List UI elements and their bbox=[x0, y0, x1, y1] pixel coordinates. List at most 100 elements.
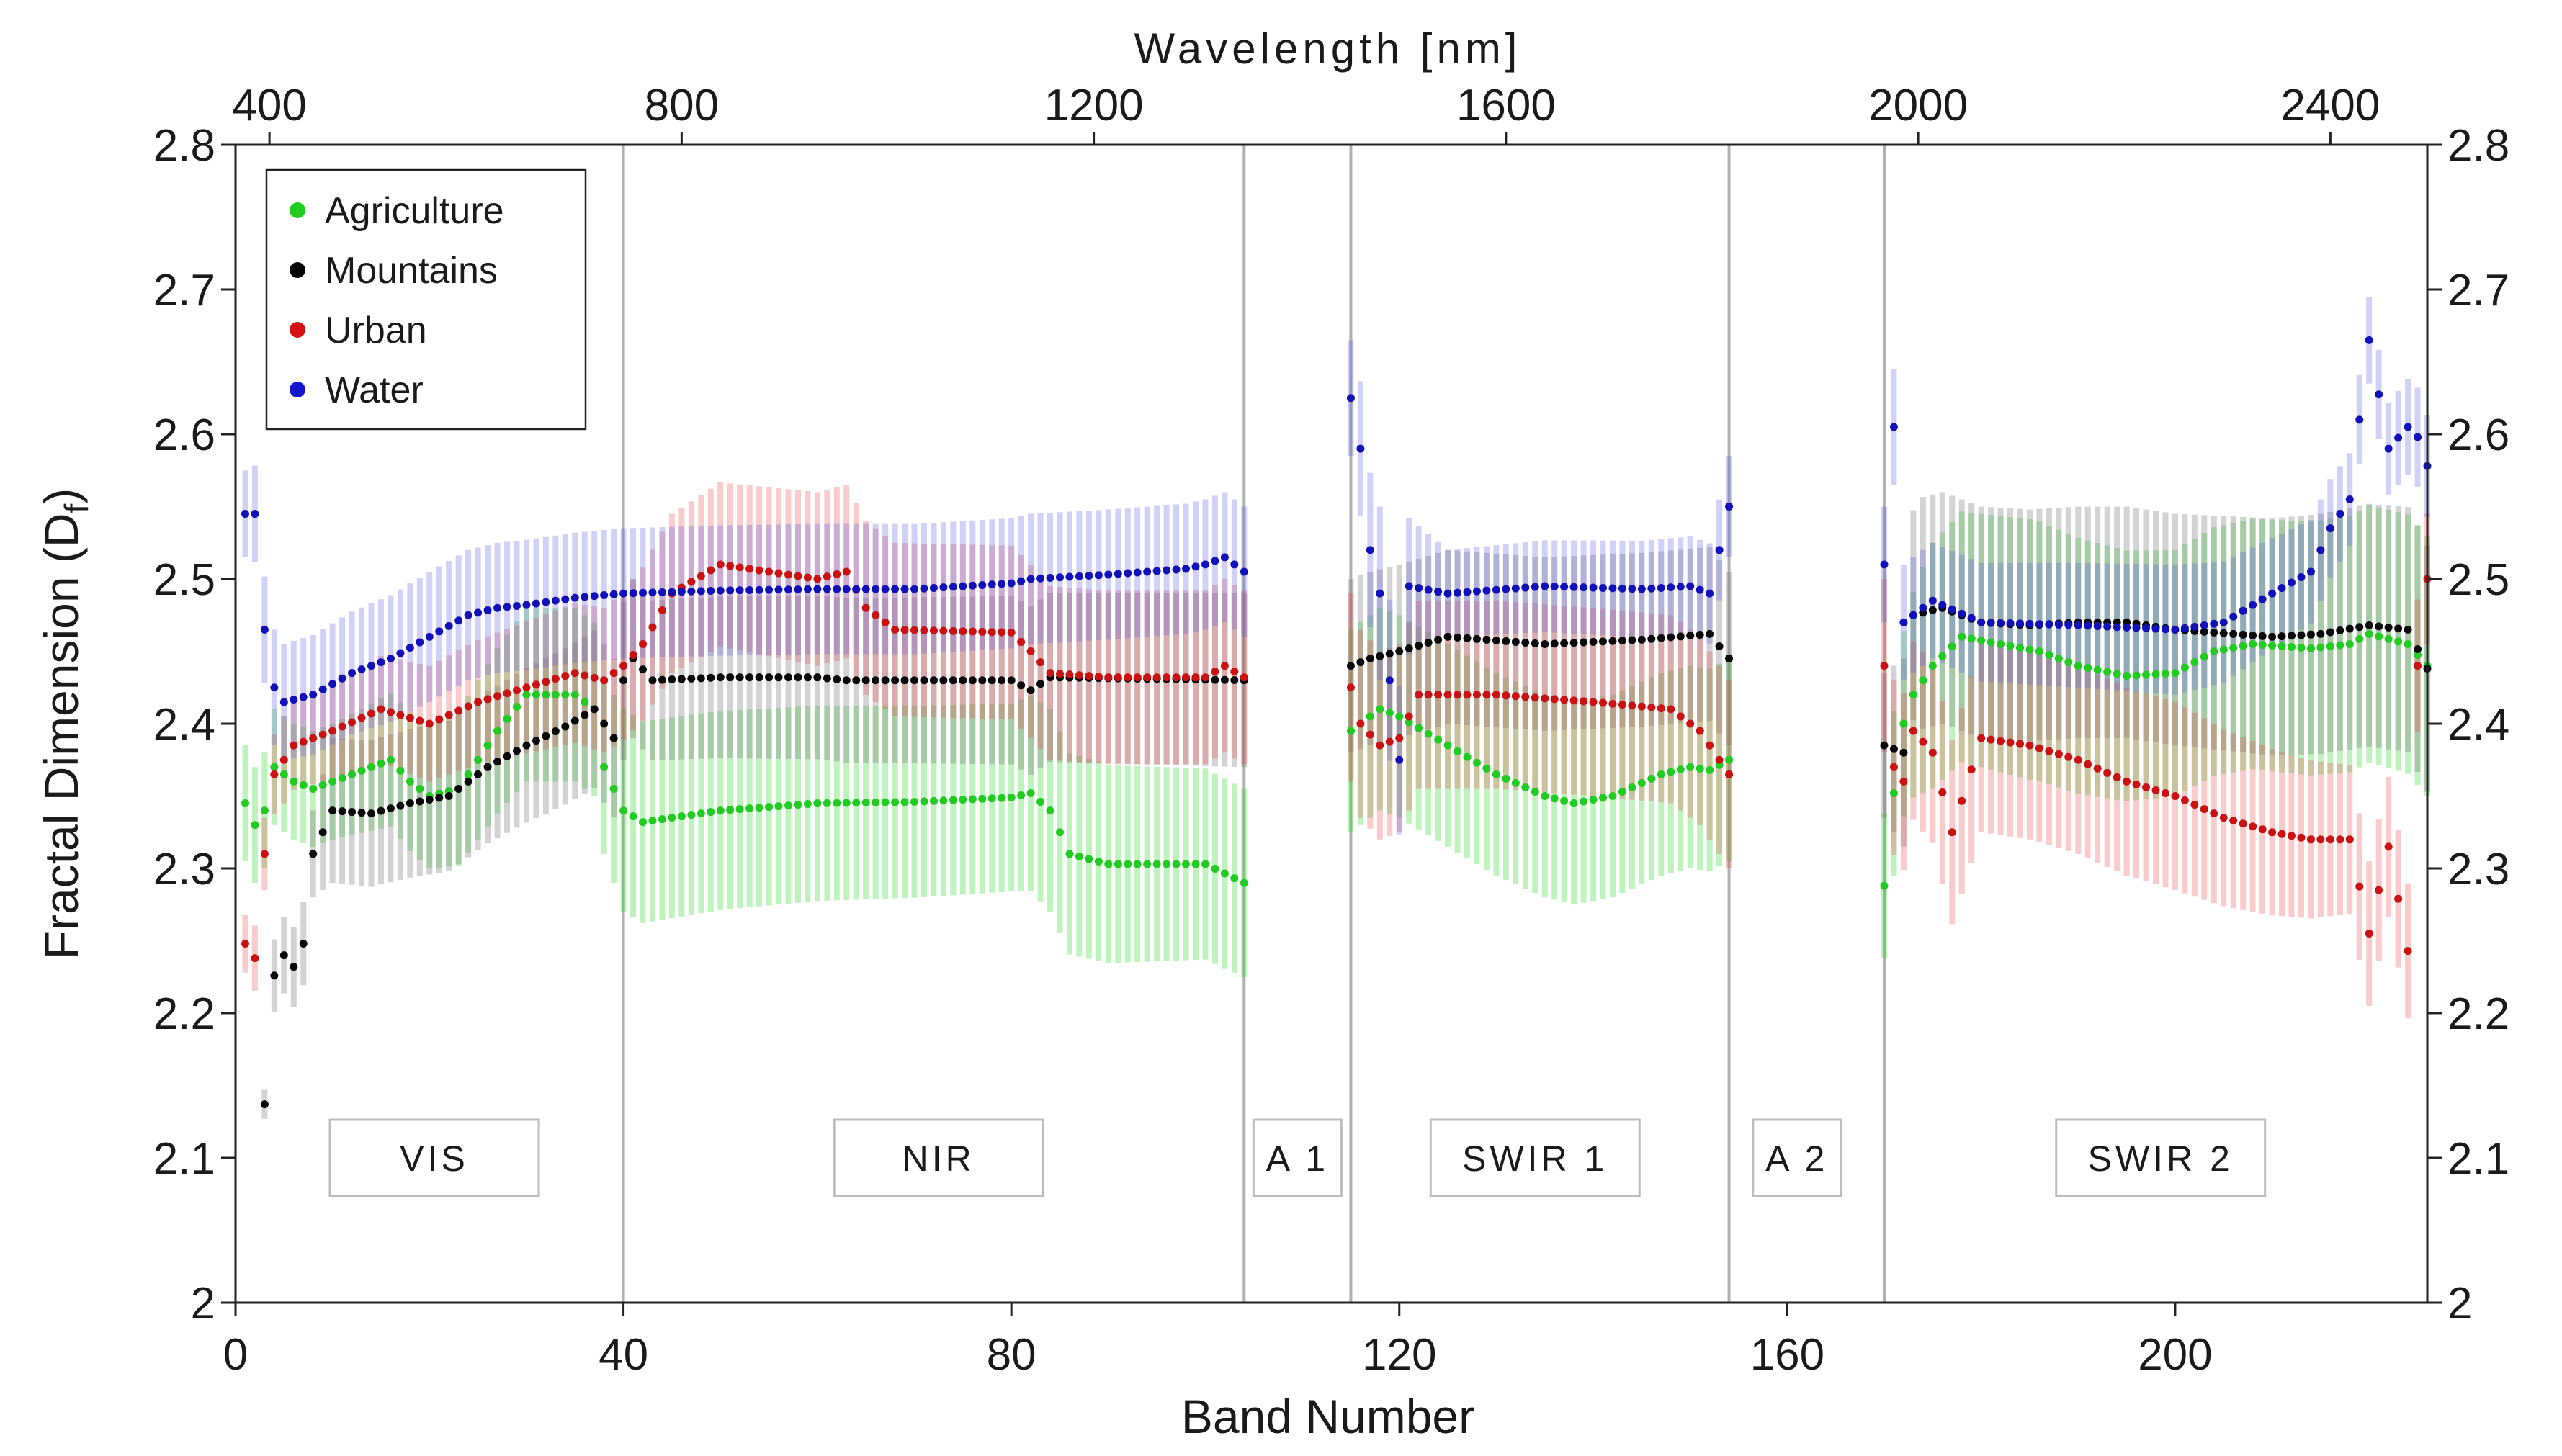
data-point bbox=[2025, 645, 2034, 654]
data-point bbox=[619, 676, 628, 685]
data-point bbox=[2093, 665, 2102, 674]
data-point bbox=[1415, 691, 1423, 699]
data-point bbox=[716, 673, 725, 682]
data-point bbox=[1521, 638, 1530, 647]
data-point bbox=[348, 770, 357, 778]
data-point bbox=[1541, 582, 1549, 590]
data-point bbox=[929, 583, 938, 592]
data-point bbox=[2365, 621, 2373, 629]
data-point bbox=[2229, 612, 2238, 621]
legend-label-agriculture: Agriculture bbox=[325, 190, 504, 232]
region-label-text: SWIR 1 bbox=[1462, 1138, 1608, 1179]
data-point bbox=[910, 585, 919, 593]
data-point bbox=[357, 665, 366, 674]
data-point bbox=[1424, 638, 1433, 647]
data-point bbox=[464, 770, 472, 778]
data-point bbox=[1880, 662, 1889, 670]
data-point bbox=[1676, 765, 1685, 774]
data-point bbox=[2132, 780, 2141, 788]
data-point bbox=[1502, 774, 1510, 783]
data-point bbox=[2355, 634, 2364, 643]
data-point bbox=[1647, 634, 1656, 643]
data-point bbox=[755, 804, 763, 812]
data-point bbox=[2306, 835, 2315, 844]
data-point bbox=[1415, 724, 1423, 732]
data-point bbox=[2229, 629, 2238, 638]
data-point bbox=[1637, 635, 1646, 644]
data-point bbox=[338, 722, 346, 731]
data-point bbox=[1618, 637, 1626, 645]
data-point bbox=[1589, 698, 1598, 706]
data-point bbox=[803, 573, 812, 582]
data-point bbox=[1502, 585, 1510, 593]
data-point bbox=[910, 676, 919, 685]
data-point bbox=[1094, 857, 1103, 866]
data-point bbox=[1938, 652, 1947, 660]
data-point bbox=[1065, 850, 1074, 858]
data-point bbox=[299, 781, 308, 789]
data-point bbox=[1482, 691, 1491, 699]
data-point bbox=[774, 569, 783, 578]
data-point bbox=[581, 711, 589, 719]
data-point bbox=[2093, 622, 2102, 631]
region-box-frame bbox=[1429, 1118, 1641, 1197]
data-point bbox=[2161, 625, 2169, 634]
data-point bbox=[765, 673, 774, 682]
data-point bbox=[561, 722, 570, 731]
data-point bbox=[1569, 583, 1578, 591]
data-point bbox=[2287, 642, 2296, 651]
data-point bbox=[2006, 738, 2015, 747]
data-point bbox=[1007, 676, 1016, 685]
legend-marker-agriculture bbox=[290, 202, 305, 218]
data-point bbox=[2384, 444, 2393, 453]
data-point bbox=[454, 616, 463, 625]
data-point bbox=[2035, 744, 2043, 752]
data-point bbox=[842, 585, 851, 593]
data-point bbox=[619, 806, 628, 815]
data-point bbox=[260, 850, 269, 858]
data-point bbox=[2171, 792, 2180, 800]
data-point bbox=[2336, 835, 2344, 844]
legend: Agriculture Mountains Urban Water bbox=[265, 168, 587, 431]
data-point bbox=[2394, 637, 2403, 646]
data-point bbox=[987, 628, 996, 637]
data-point bbox=[2015, 643, 2024, 652]
data-point bbox=[2074, 755, 2082, 764]
data-point bbox=[1511, 584, 1520, 593]
data-point bbox=[2384, 634, 2393, 643]
data-point bbox=[2375, 390, 2383, 399]
legend-marker-urban bbox=[290, 322, 305, 338]
data-point bbox=[1521, 583, 1530, 592]
data-point bbox=[2345, 624, 2354, 633]
data-point bbox=[1589, 583, 1598, 592]
data-point bbox=[1085, 855, 1093, 863]
top-tick-label: 1200 bbox=[1044, 81, 1144, 130]
data-point bbox=[707, 566, 715, 575]
data-point bbox=[299, 693, 308, 701]
data-point bbox=[1550, 582, 1559, 590]
data-point bbox=[1948, 642, 1956, 651]
data-point bbox=[1220, 869, 1229, 878]
data-point bbox=[279, 698, 288, 706]
data-point bbox=[1608, 637, 1617, 645]
data-point bbox=[1550, 695, 1559, 704]
data-point bbox=[648, 588, 657, 597]
data-point bbox=[1220, 675, 1229, 684]
data-point bbox=[1657, 704, 1665, 713]
data-point bbox=[279, 951, 288, 960]
region-labels: VIS NIR A 1 SWIR 1 A 2 SWIR 2 bbox=[328, 1118, 2267, 1197]
data-point bbox=[1443, 741, 1452, 750]
data-point bbox=[881, 618, 890, 626]
data-point bbox=[1977, 636, 1986, 644]
data-point bbox=[377, 705, 385, 714]
data-point bbox=[2249, 822, 2257, 831]
y-tick-label-left: 2.8 bbox=[153, 121, 215, 171]
data-point bbox=[483, 695, 492, 704]
data-point bbox=[2316, 546, 2325, 554]
data-point bbox=[2015, 740, 2024, 748]
data-point bbox=[1919, 603, 1927, 612]
data-point bbox=[2025, 741, 2034, 750]
data-point bbox=[1482, 764, 1491, 773]
data-point bbox=[891, 676, 900, 685]
data-point bbox=[929, 676, 938, 685]
